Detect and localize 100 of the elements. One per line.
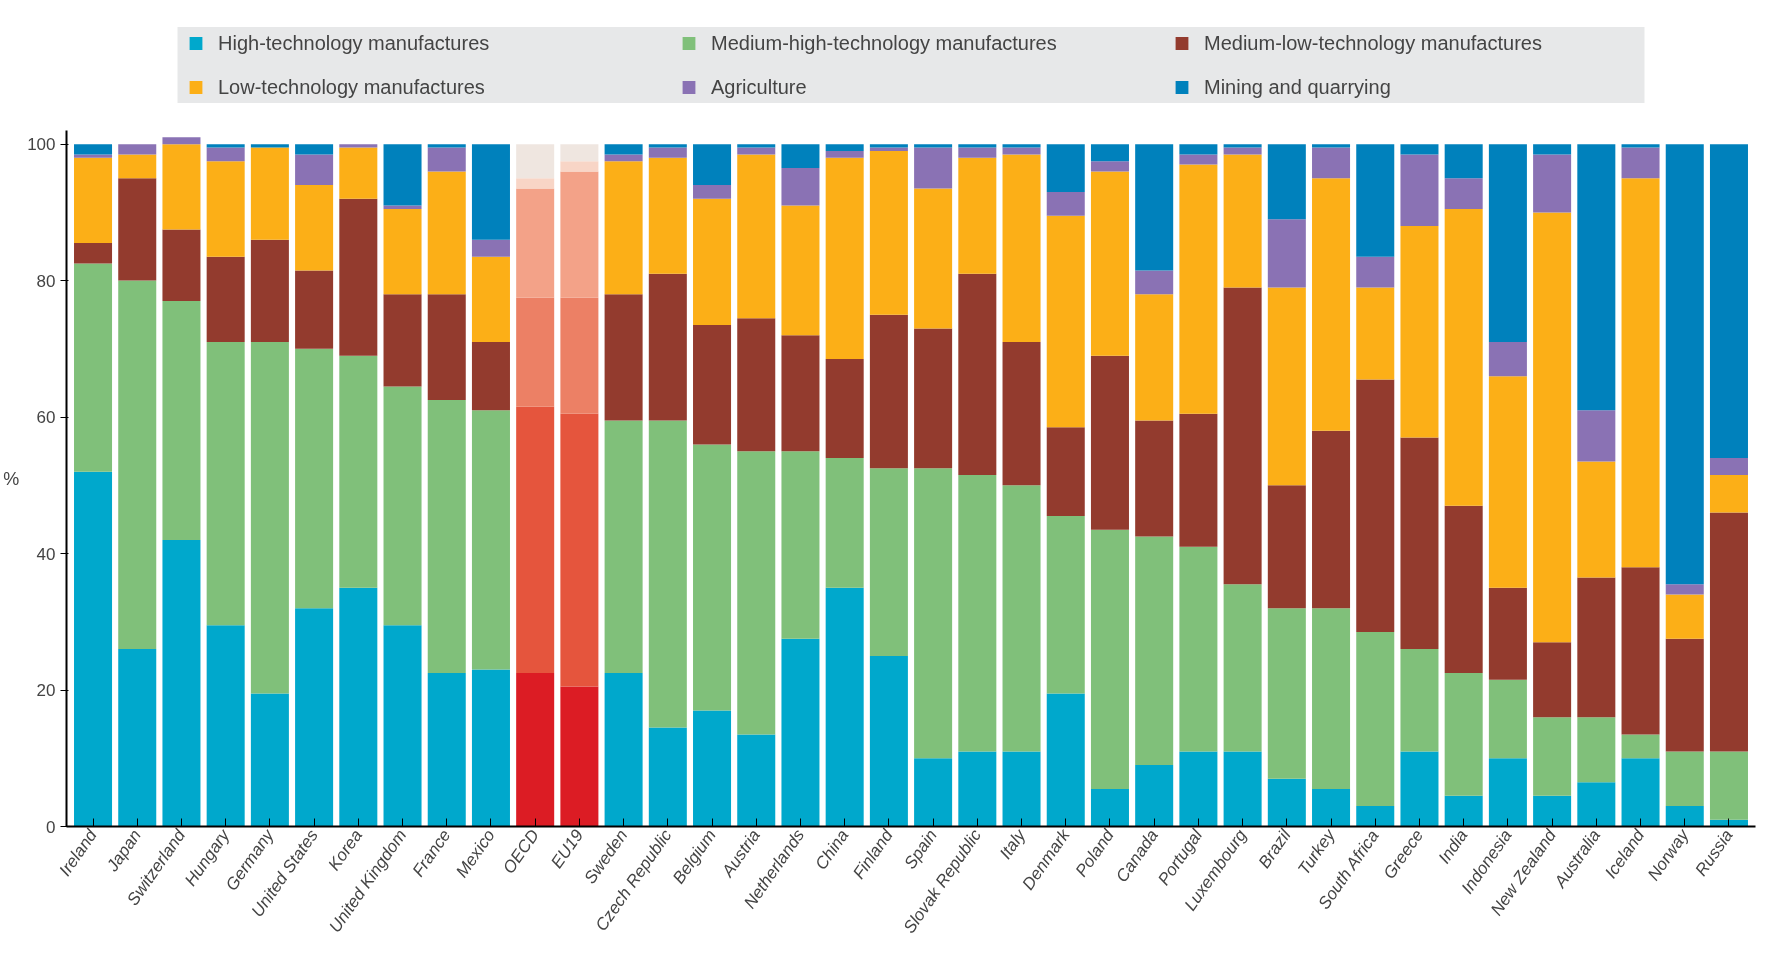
- bar: [781, 638, 820, 827]
- bar: [1533, 642, 1572, 718]
- bar: [162, 301, 201, 540]
- bar: [1002, 342, 1041, 486]
- bar: [1400, 649, 1439, 752]
- bar: [958, 273, 997, 476]
- bar: [162, 229, 201, 302]
- bar: [1621, 758, 1660, 827]
- bar: [869, 655, 908, 827]
- bar: [1135, 536, 1174, 766]
- bar: [825, 359, 864, 459]
- y-tick-label: 100: [27, 135, 56, 155]
- bar: [1444, 178, 1483, 209]
- bar: [118, 144, 157, 155]
- bar: [1709, 751, 1748, 820]
- bar: [1621, 734, 1660, 759]
- bar: [648, 144, 687, 148]
- bar: [781, 168, 820, 206]
- bar: [604, 161, 643, 295]
- bar: [1046, 427, 1085, 517]
- bar: [1312, 788, 1351, 827]
- legend-label: Medium-high-technology manufactures: [711, 31, 1058, 55]
- bar: [958, 157, 997, 274]
- bar: [1444, 672, 1483, 796]
- bar: [1090, 529, 1129, 789]
- bar: [427, 147, 466, 172]
- bar: [427, 672, 466, 827]
- bar: [693, 710, 732, 827]
- bar: [1621, 567, 1660, 735]
- bar: [1267, 485, 1306, 609]
- bar: [1002, 154, 1041, 343]
- legend-label: Medium-low-technology manufactures: [1204, 31, 1543, 55]
- bar: [471, 144, 510, 240]
- legend-label: Agriculture: [711, 75, 808, 99]
- bar: [118, 178, 157, 281]
- bar: [1577, 144, 1616, 411]
- bar: [295, 154, 334, 186]
- bar: [914, 144, 953, 148]
- bar: [1046, 191, 1085, 216]
- y-tick-label: 40: [36, 544, 56, 564]
- bar: [206, 147, 245, 162]
- bar: [604, 144, 643, 155]
- bar: [1267, 778, 1306, 827]
- bar: [1179, 413, 1218, 547]
- bar: [427, 294, 466, 401]
- bar: [1665, 751, 1704, 807]
- bar: [250, 693, 289, 827]
- bar: [295, 144, 334, 155]
- bar: [1090, 161, 1129, 172]
- bar: [604, 420, 643, 673]
- bar: [206, 625, 245, 827]
- bar: [781, 205, 820, 336]
- bar: [295, 270, 334, 349]
- bar: [693, 198, 732, 325]
- bar: [250, 239, 289, 343]
- bar: [1046, 516, 1085, 694]
- bar: [1135, 420, 1174, 537]
- bar: [427, 400, 466, 673]
- bar: [295, 608, 334, 827]
- bar: [560, 686, 599, 827]
- bar: [1090, 788, 1129, 827]
- bar: [1135, 144, 1174, 271]
- bar: [781, 451, 820, 639]
- bar: [1312, 147, 1351, 179]
- bar: [1488, 144, 1527, 343]
- bar: [1621, 147, 1660, 179]
- y-tick-label: 80: [36, 271, 56, 291]
- bar: [1046, 144, 1085, 192]
- bar: [162, 137, 201, 145]
- bar: [471, 239, 510, 257]
- bar: [1223, 144, 1262, 148]
- bar: [869, 314, 908, 469]
- bar: [604, 672, 643, 827]
- bar: [339, 147, 378, 199]
- bar: [914, 468, 953, 759]
- bar: [648, 420, 687, 728]
- bar: [74, 154, 113, 158]
- bar: [339, 355, 378, 588]
- bar: [1709, 512, 1748, 752]
- bar: [206, 161, 245, 257]
- bar: [648, 157, 687, 274]
- bar: [1488, 679, 1527, 759]
- bar: [737, 734, 776, 827]
- bar: [1709, 475, 1748, 513]
- bar: [1046, 693, 1085, 827]
- bar: [516, 144, 555, 179]
- bar: [1400, 144, 1439, 155]
- bar: [1312, 144, 1351, 148]
- bar: [118, 649, 157, 827]
- bar: [1665, 594, 1704, 639]
- bar: [1444, 208, 1483, 506]
- bar: [383, 294, 422, 387]
- bar: [74, 243, 113, 264]
- bar: [737, 154, 776, 319]
- bar: [1356, 287, 1395, 380]
- bar: [295, 348, 334, 609]
- bar: [1444, 795, 1483, 827]
- y-tick-label: 60: [36, 408, 56, 428]
- bar: [1090, 355, 1129, 530]
- bar: [1665, 638, 1704, 752]
